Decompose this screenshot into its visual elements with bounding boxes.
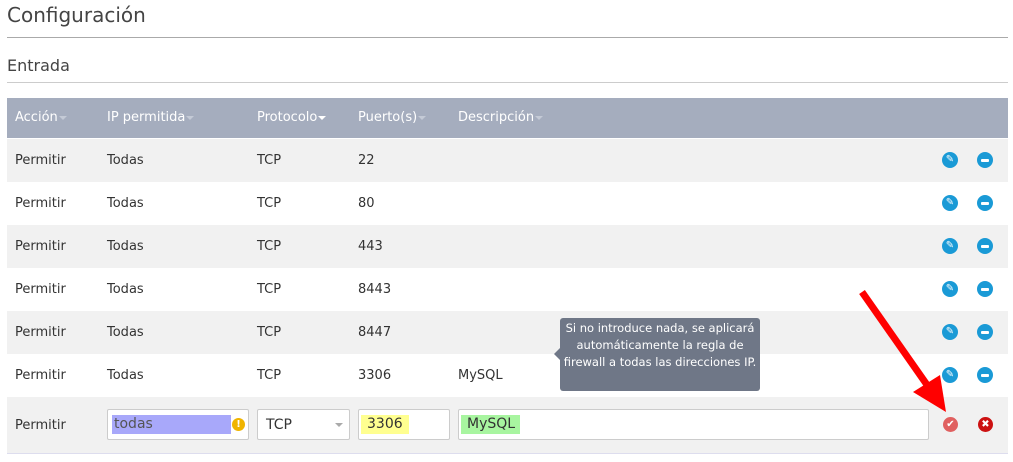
- cell-protocol: TCP: [257, 325, 282, 340]
- sort-accion[interactable]: Acción: [15, 110, 67, 125]
- confirm-check-icon[interactable]: ✔: [943, 417, 958, 432]
- caret-down-icon: [58, 115, 67, 120]
- cell-action: Permitir: [15, 196, 66, 211]
- warning-icon: !: [232, 418, 245, 431]
- caret-down-icon: [318, 115, 327, 120]
- cell-ip: Todas: [107, 239, 144, 254]
- cell-action: Permitir: [15, 325, 66, 340]
- arrow-head: [913, 375, 946, 412]
- edit-row: Permitir todas ! TCP 3306 MySQL ✔ ✖: [7, 397, 1008, 454]
- remove-minus-icon[interactable]: [977, 324, 993, 340]
- arrow-shaft: [859, 289, 935, 395]
- edit-pencil-icon[interactable]: ✎: [942, 324, 958, 340]
- remove-minus-icon[interactable]: [977, 152, 993, 168]
- column-label: Puerto(s): [358, 110, 418, 125]
- remove-minus-icon[interactable]: [977, 195, 993, 211]
- edit-pencil-icon[interactable]: ✎: [942, 238, 958, 254]
- page-title: Configuración: [7, 3, 146, 27]
- ports-input[interactable]: 3306: [358, 409, 450, 440]
- sort-puertos[interactable]: Puerto(s): [358, 110, 427, 125]
- description-input[interactable]: MySQL: [458, 409, 929, 440]
- divider: [7, 37, 1008, 38]
- table-row: Permitir Todas TCP 22 ✎: [7, 139, 1008, 182]
- column-label: Protocolo: [257, 110, 318, 125]
- chevron-down-icon: [335, 423, 343, 427]
- caret-down-icon: [186, 115, 195, 120]
- cell-action: Permitir: [15, 239, 66, 254]
- cell-action: Permitir: [15, 153, 66, 168]
- edit-pencil-icon[interactable]: ✎: [942, 152, 958, 168]
- cell-ports: 80: [358, 196, 375, 211]
- cell-action: Permitir: [15, 282, 66, 297]
- ip-input-value: todas: [112, 415, 231, 434]
- description-value: MySQL: [461, 415, 520, 434]
- sort-ip[interactable]: IP permitida: [107, 110, 195, 125]
- cell-ip: Todas: [107, 368, 144, 383]
- caret-down-icon: [535, 115, 544, 120]
- column-label: IP permitida: [107, 110, 186, 125]
- divider: [7, 82, 1008, 83]
- remove-minus-icon[interactable]: [977, 367, 993, 383]
- sort-descripcion[interactable]: Descripción: [458, 110, 544, 125]
- edit-pencil-icon[interactable]: ✎: [942, 281, 958, 297]
- ip-input[interactable]: todas !: [107, 409, 249, 440]
- table-row: Permitir Todas TCP 80 ✎: [7, 182, 1008, 225]
- cell-ports: 8447: [358, 325, 392, 340]
- column-label: Descripción: [458, 110, 535, 125]
- protocol-value: TCP: [266, 417, 292, 433]
- remove-minus-icon[interactable]: [977, 281, 993, 297]
- section-title: Entrada: [7, 56, 70, 75]
- table-row: Permitir Todas TCP 8443 ✎: [7, 268, 1008, 311]
- cell-ip: Todas: [107, 325, 144, 340]
- cell-ports: 3306: [358, 368, 392, 383]
- cell-ports: 443: [358, 239, 383, 254]
- cell-ip: Todas: [107, 196, 144, 211]
- tooltip: Si no introduce nada, se aplicará automá…: [554, 318, 760, 391]
- cell-protocol: TCP: [257, 282, 282, 297]
- caret-down-icon: [418, 115, 427, 120]
- cell-ip: Todas: [107, 153, 144, 168]
- cell-ports: 8443: [358, 282, 392, 297]
- cell-action: Permitir: [15, 368, 66, 383]
- cancel-x-icon[interactable]: ✖: [978, 417, 993, 432]
- cell-ports: 22: [358, 153, 375, 168]
- table-row: Permitir Todas TCP 3306 MySQL ✎: [7, 354, 1008, 397]
- protocol-select[interactable]: TCP: [257, 409, 350, 440]
- table-row: Permitir Todas TCP 8447 ✎: [7, 311, 1008, 354]
- edit-pencil-icon[interactable]: ✎: [942, 195, 958, 211]
- remove-minus-icon[interactable]: [977, 238, 993, 254]
- cell-ip: Todas: [107, 282, 144, 297]
- cell-protocol: TCP: [257, 196, 282, 211]
- action-value: Permitir: [15, 418, 66, 433]
- cell-protocol: TCP: [257, 368, 282, 383]
- cell-description: MySQL: [458, 368, 503, 383]
- ports-value: 3306: [361, 415, 409, 434]
- table-header: Acción IP permitida Protocolo Puerto(s) …: [7, 98, 1008, 138]
- cell-protocol: TCP: [257, 239, 282, 254]
- column-label: Acción: [15, 110, 58, 125]
- cell-protocol: TCP: [257, 153, 282, 168]
- table-row: Permitir Todas TCP 443 ✎: [7, 225, 1008, 268]
- sort-protocolo[interactable]: Protocolo: [257, 110, 327, 125]
- edit-pencil-icon[interactable]: ✎: [942, 367, 958, 383]
